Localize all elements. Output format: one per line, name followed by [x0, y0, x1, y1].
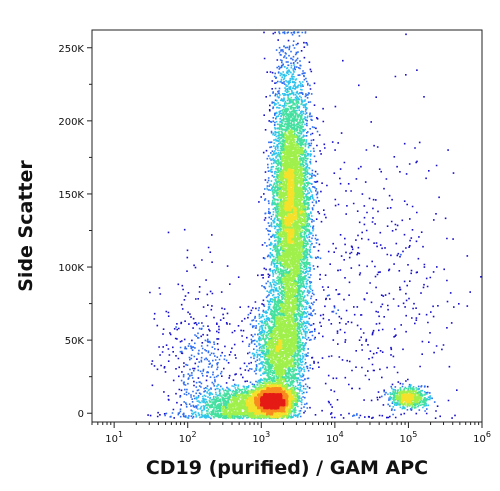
density-level-7-points [260, 393, 286, 410]
y-axis-title: Side Scatter [15, 160, 37, 292]
density-level-5-points [245, 168, 415, 419]
x-tick-label: 104 [326, 430, 344, 445]
x-tick-label: 105 [400, 430, 418, 445]
x-tick-exponent: 2 [192, 430, 197, 439]
x-tick-label: 103 [252, 430, 270, 445]
y-tick-label: 50K [65, 336, 85, 347]
x-tick-label: 106 [473, 430, 491, 445]
x-tick-base: 10 [326, 434, 339, 445]
y-tick-label: 100K [58, 263, 84, 274]
x-tick-base: 10 [473, 434, 486, 445]
plot-frame [91, 29, 483, 423]
data-points [147, 31, 482, 420]
x-axis-title: CD19 (purified) / GAM APC [146, 457, 428, 479]
x-tick-label: 101 [105, 430, 123, 445]
y-tick-label: 0 [78, 409, 84, 420]
y-tick-label: 150K [58, 190, 84, 201]
density-level-2-points [186, 64, 432, 420]
x-tick-base: 10 [179, 434, 192, 445]
y-axis-ticks: 0 50K 100K 150K 200K 250K [58, 44, 92, 420]
x-tick-base: 10 [105, 434, 118, 445]
x-tick-exponent: 6 [486, 430, 491, 439]
x-tick-exponent: 3 [265, 430, 270, 439]
x-tick-exponent: 5 [412, 430, 417, 439]
x-axis-ticks: 101 102 103 104 105 106 [91, 422, 491, 445]
y-tick-label: 250K [58, 44, 84, 55]
x-tick-base: 10 [252, 434, 265, 445]
density-level-0-points [147, 31, 482, 419]
density-level-4-points [221, 129, 423, 419]
x-tick-exponent: 4 [339, 430, 344, 439]
x-tick-base: 10 [400, 434, 413, 445]
x-tick-exponent: 1 [118, 430, 123, 439]
density-level-3-points [201, 90, 428, 420]
x-tick-label: 102 [179, 430, 197, 445]
y-tick-label: 200K [58, 117, 84, 128]
